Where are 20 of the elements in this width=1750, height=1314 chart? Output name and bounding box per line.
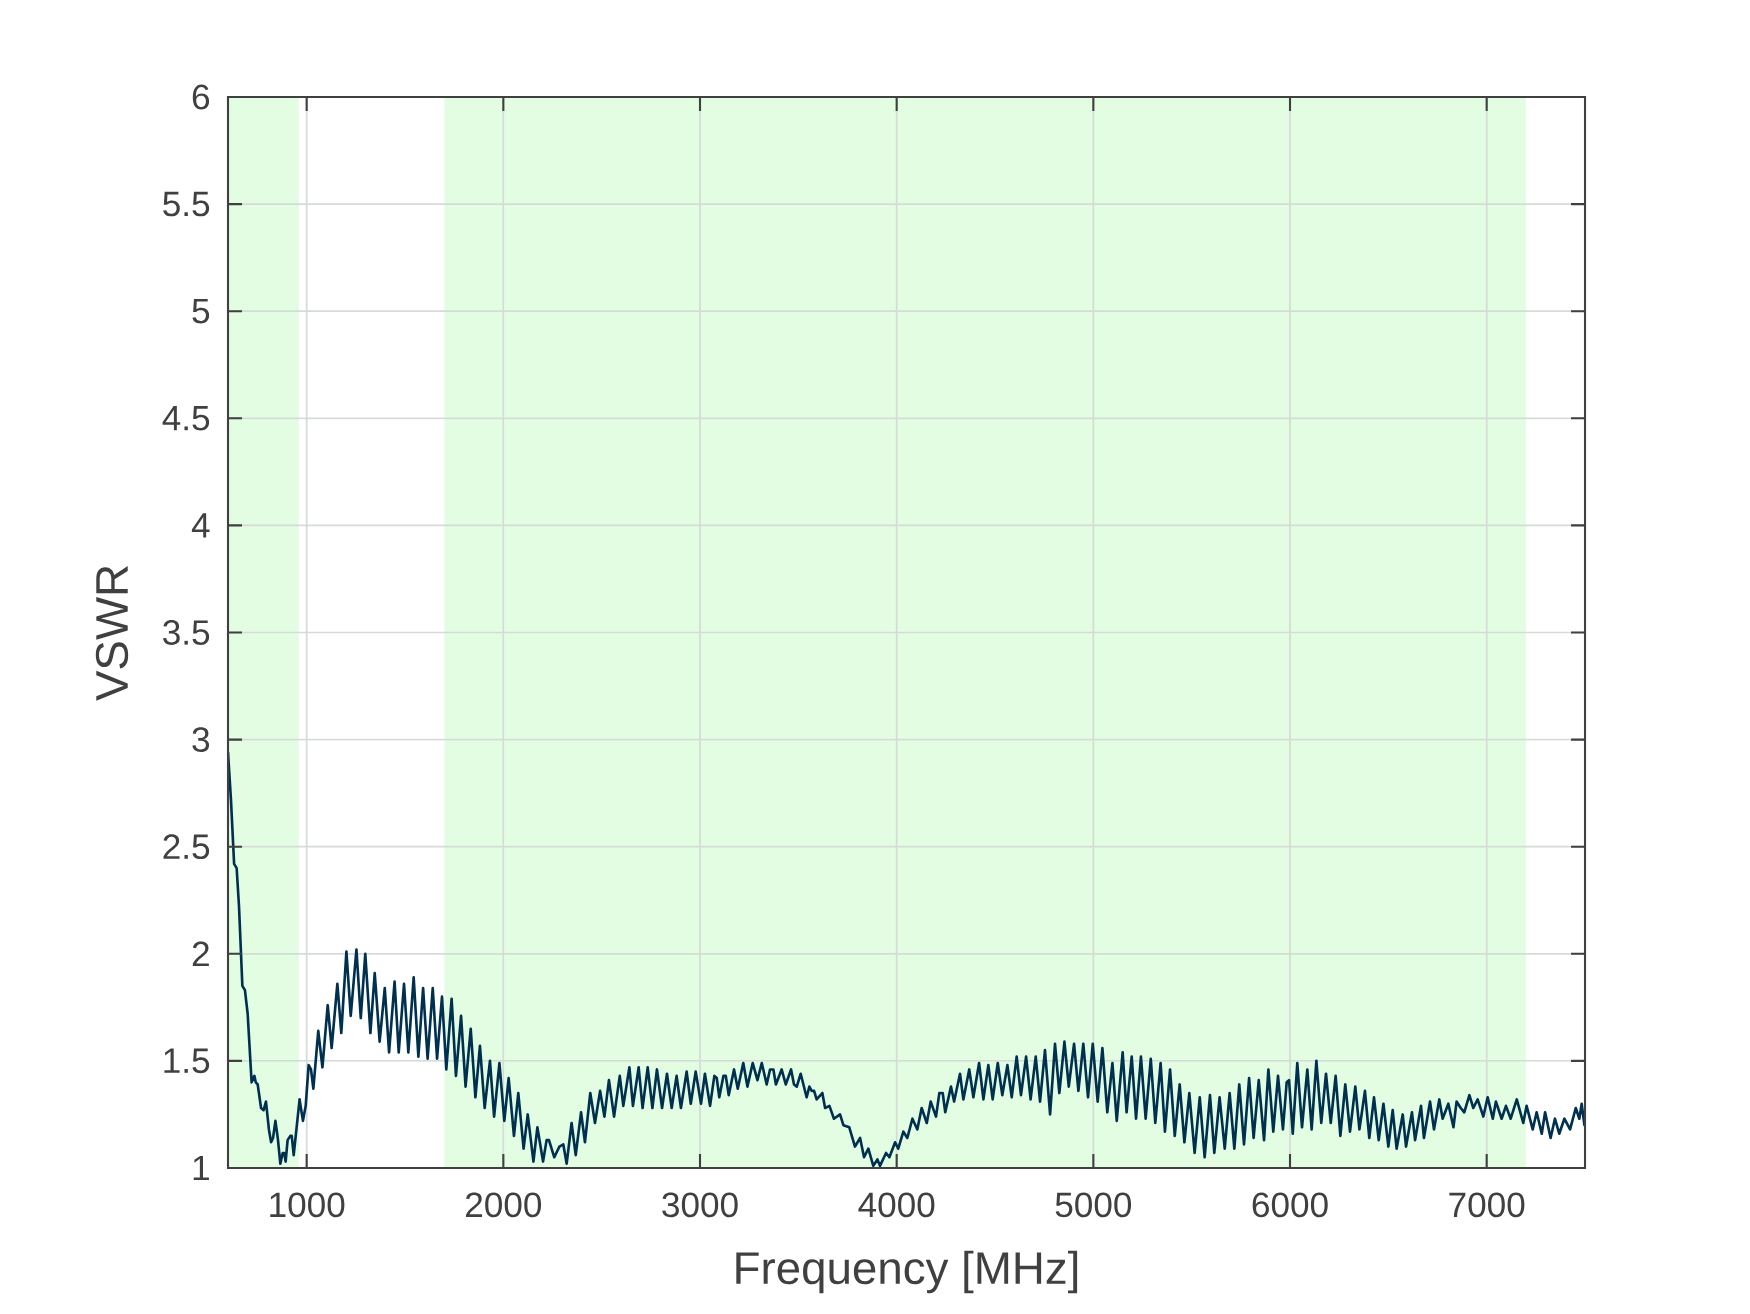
x-tick-label: 6000 — [1252, 1192, 1328, 1218]
x-tick-label: 4000 — [858, 1192, 935, 1218]
y-axis-title: VSWR — [95, 566, 129, 701]
y-tick-label: 2.5 — [163, 834, 210, 860]
y-tick-label: 4 — [191, 513, 210, 538]
y-tick-label: 2 — [192, 941, 209, 967]
x-tick-label: 5000 — [1055, 1192, 1132, 1218]
x-tick-label: 7000 — [1449, 1192, 1525, 1218]
y-tick-label: 5 — [192, 298, 210, 324]
y-tick-label: 6 — [192, 84, 210, 110]
y-tick-label: 1 — [193, 1155, 209, 1181]
x-tick-label: 2000 — [466, 1192, 542, 1218]
x-tick-label: 1000 — [270, 1192, 345, 1218]
y-tick-label: 5.5 — [163, 191, 210, 217]
y-tick-label: 4.5 — [162, 406, 210, 431]
y-tick-label: 3 — [192, 727, 210, 753]
y-tick-label: 3.5 — [163, 620, 210, 645]
y-tick-label: 1.5 — [164, 1048, 210, 1074]
x-axis-title: Frequency [MHz] — [736, 1250, 1078, 1294]
x-tick-label: 3000 — [662, 1192, 738, 1218]
